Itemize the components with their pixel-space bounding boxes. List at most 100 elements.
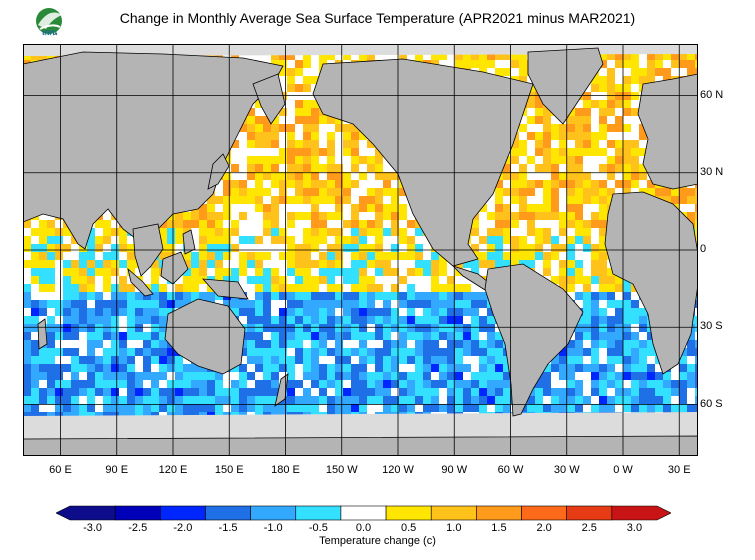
sst-cell: [311, 212, 319, 220]
sst-cell: [271, 132, 279, 140]
sst-cell: [383, 276, 391, 284]
sst-cell: [119, 340, 127, 348]
sst-cell: [383, 236, 391, 244]
sst-cell: [487, 364, 495, 372]
sst-cell: [303, 348, 311, 356]
sst-cell: [23, 380, 31, 388]
sst-cell: [583, 260, 591, 268]
sst-cell: [631, 308, 639, 316]
sst-cell: [383, 180, 391, 188]
sst-cell: [375, 244, 383, 252]
sst-cell: [423, 324, 431, 332]
sst-cell: [583, 396, 591, 404]
sst-cell: [215, 372, 223, 380]
sst-cell: [175, 356, 183, 364]
sst-cell: [167, 236, 175, 244]
sst-cell: [519, 124, 527, 132]
sst-cell: [359, 308, 367, 316]
sst-cell: [167, 308, 175, 316]
sst-cell: [95, 380, 103, 388]
sst-cell: [287, 172, 295, 180]
sst-cell: [567, 260, 575, 268]
sst-cell: [223, 196, 231, 204]
sst-cell: [207, 244, 215, 252]
sst-cell: [127, 364, 135, 372]
sst-cell: [47, 356, 55, 364]
sst-cell: [191, 260, 199, 268]
sst-cell: [655, 364, 663, 372]
sst-cell: [63, 284, 71, 292]
sst-cell: [247, 356, 255, 364]
sst-cell: [103, 276, 111, 284]
sst-cell: [487, 388, 495, 396]
sst-cell: [111, 308, 119, 316]
sst-cell: [207, 268, 215, 276]
sst-cell: [119, 396, 127, 404]
sst-cell: [623, 132, 631, 140]
sst-cell: [103, 300, 111, 308]
sst-cell: [535, 180, 543, 188]
sst-cell: [655, 188, 663, 196]
sst-cell: [279, 332, 287, 340]
sst-cell: [55, 348, 63, 356]
sst-cell: [199, 228, 207, 236]
sst-cell: [447, 300, 455, 308]
sst-cell: [599, 396, 607, 404]
sst-cell: [543, 404, 551, 412]
sst-cell: [247, 380, 255, 388]
sst-cell: [351, 292, 359, 300]
sst-cell: [359, 388, 367, 396]
sst-cell: [359, 244, 367, 252]
sst-cell: [367, 316, 375, 324]
sst-cell: [559, 220, 567, 228]
sst-cell: [583, 116, 591, 124]
sst-cell: [543, 140, 551, 148]
sst-cell: [519, 228, 527, 236]
sst-cell: [111, 220, 119, 228]
sst-cell: [607, 172, 615, 180]
sst-cell: [231, 276, 239, 284]
sst-cell: [415, 396, 423, 404]
sst-cell: [55, 52, 63, 60]
sst-cell: [135, 268, 143, 276]
sst-cell: [207, 236, 215, 244]
sst-cell: [87, 356, 95, 364]
sst-cell: [367, 340, 375, 348]
sst-cell: [343, 244, 351, 252]
sst-cell: [639, 148, 647, 156]
sst-cell: [455, 300, 463, 308]
sst-cell: [359, 52, 367, 60]
sst-cell: [631, 140, 639, 148]
sst-cell: [279, 188, 287, 196]
sst-cell: [23, 244, 31, 252]
sst-cell: [255, 356, 263, 364]
sst-cell: [263, 284, 271, 292]
sst-cell: [279, 236, 287, 244]
sst-cell: [495, 204, 503, 212]
sst-cell: [135, 340, 143, 348]
sst-cell: [543, 108, 551, 116]
sst-cell: [55, 372, 63, 380]
sst-cell: [639, 124, 647, 132]
sst-cell: [279, 84, 287, 92]
sst-cell: [103, 340, 111, 348]
sst-cell: [575, 252, 583, 260]
sst-cell: [503, 60, 511, 68]
sst-cell: [511, 68, 519, 76]
sst-cell: [471, 324, 479, 332]
sst-cell: [303, 148, 311, 156]
sst-cell: [103, 396, 111, 404]
sst-cell: [623, 340, 631, 348]
sst-cell: [359, 404, 367, 412]
sst-cell: [87, 364, 95, 372]
sst-cell: [103, 372, 111, 380]
sst-cell: [407, 364, 415, 372]
sst-cell: [271, 188, 279, 196]
sst-cell: [607, 52, 615, 60]
sst-cell: [631, 388, 639, 396]
sst-cell: [695, 324, 698, 332]
sst-cell: [375, 220, 383, 228]
sst-cell: [679, 388, 687, 396]
sst-cell: [287, 372, 295, 380]
sst-cell: [415, 372, 423, 380]
